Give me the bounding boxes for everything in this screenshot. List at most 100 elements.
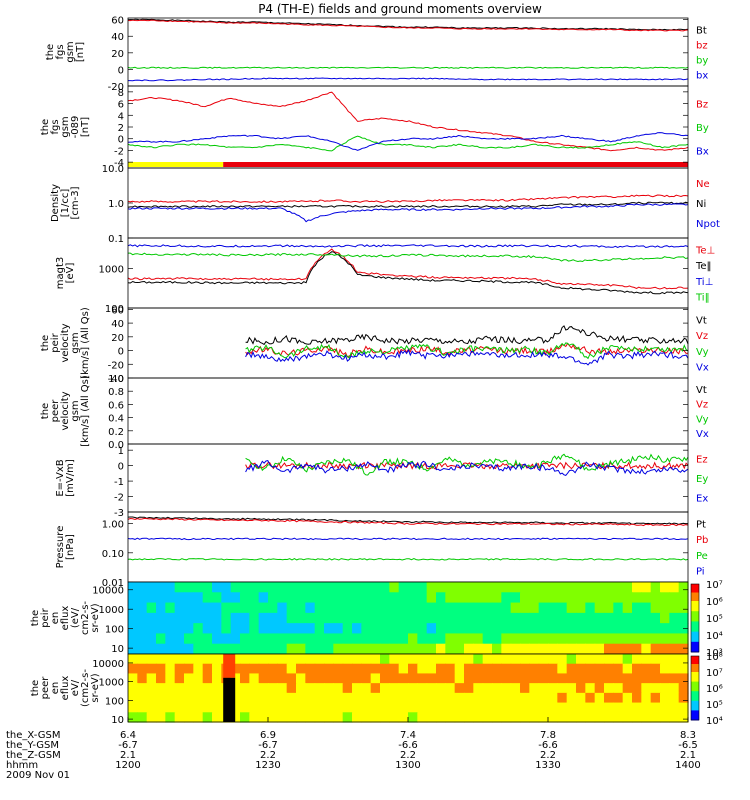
heatmap-cell [678,602,689,614]
heatmap-cell [314,673,325,684]
heatmap-cell [417,702,428,713]
heatmap-cell [454,663,465,675]
heatmap-cell [333,612,344,624]
heatmap-cell [249,712,260,723]
heatmap-cell [464,592,474,604]
heatmap-cell [202,582,213,593]
legend-Bz: Bz [696,100,708,111]
heatmap-cell [473,673,484,684]
heatmap-cell [296,592,306,604]
colorbar-segment [691,606,699,609]
heatmap-cell [576,702,586,713]
colorbar-segment [691,672,699,675]
x-tick-label-y: -6.6 [398,740,418,751]
heatmap-cell [417,592,428,604]
colorbar-segment [691,678,699,681]
heatmap-cell [613,602,624,614]
panel-0: 60 40 20 0 -20 thefgsgsm[nT] Bt bz by bx [45,16,708,93]
colorbar-segment [691,684,699,687]
heatmap-cell [576,612,586,624]
colorbar-segment [691,628,699,631]
heatmap-cell [604,623,614,635]
heatmap-cell [566,602,577,614]
heatmap-cell [370,633,381,645]
heatmap-cell [156,683,166,694]
heatmap-cell [678,692,689,704]
heatmap-cell [361,602,372,614]
heatmap-cell [212,612,222,624]
heatmap-cell [417,612,428,624]
heatmap-cell [240,663,250,675]
heatmap-cell [650,633,661,645]
series-line-Pi [127,537,689,541]
heatmap-cell [286,623,297,635]
heatmap-cell [538,602,549,614]
heatmap-cell [501,623,512,635]
heatmap-cell [193,623,204,635]
colorbar-segment [691,641,699,644]
panel-6: 1 0 -1 -2 -3 E=-VxB[mV/m] Ez Ey Ex [55,443,708,519]
heatmap-cell [408,602,418,614]
heatmap-cell [268,582,278,593]
y-axis-label: Density[1/cc][cm-3] [50,184,81,222]
heatmap-cell [324,683,334,694]
heatmap-cell [604,612,614,624]
heatmap-cell [538,673,549,684]
heatmap-cell [585,663,596,675]
heatmap-cell [492,592,502,604]
heatmap-cell [221,643,232,655]
heatmap-cell [286,702,297,713]
heatmap-cell [482,683,493,694]
heatmap-cell [370,643,381,655]
colorbar-segment [691,584,699,587]
heatmap-cell [669,592,680,604]
heatmap-cell [678,712,689,723]
heatmap-cell [641,654,652,665]
heatmap-cell [408,702,418,713]
colorbar-tick-label: 10⁵ [706,614,723,625]
legend-Vt: Vt [696,316,707,327]
heatmap-cell [342,582,353,593]
y-tick-label: 20 [111,333,124,344]
heatmap-cell [324,612,334,624]
heatmap-cell [585,582,596,593]
heatmap-cell [286,683,297,694]
colorbar-segment [691,715,699,718]
heatmap-cell [660,643,670,655]
heatmap-cell [576,663,586,675]
heatmap-cell [632,683,642,694]
heatmap-cell [361,702,372,713]
heatmap-cell [389,692,400,704]
heatmap-cell [473,623,484,635]
heatmap-cell [184,673,194,684]
heatmap-cell [146,663,157,675]
series-line-bx [128,77,689,82]
heatmap-cell [146,712,157,723]
legend-Pe: Pe [696,551,708,562]
heatmap-cell [576,582,586,593]
heatmap-cell [277,582,288,593]
heatmap-cell [566,654,577,665]
series-line-Ne [127,194,689,203]
heatmap-cell [137,712,148,723]
heatmap-cell [146,633,157,645]
y-tick-label: -3 [114,508,124,519]
y-tick-label: 20 [111,49,124,60]
heatmap-cell [305,633,316,645]
heatmap-cell [212,663,222,675]
heatmap-cell [146,673,157,684]
heatmap-cell [445,673,456,684]
heatmap-cell [436,623,446,635]
heatmap-cell [482,663,493,675]
heatmap-cell [212,582,222,593]
heatmap-cell [342,623,353,635]
heatmap-cell [613,592,624,604]
heatmap-cell [370,602,381,614]
heatmap-cell [380,612,390,624]
heatmap-cell [342,612,353,624]
heatmap-cell [230,643,241,655]
colorbar-segment [691,656,699,659]
heatmap-cell [650,592,661,604]
heatmap-cell [380,673,390,684]
heatmap-cell [454,592,465,604]
